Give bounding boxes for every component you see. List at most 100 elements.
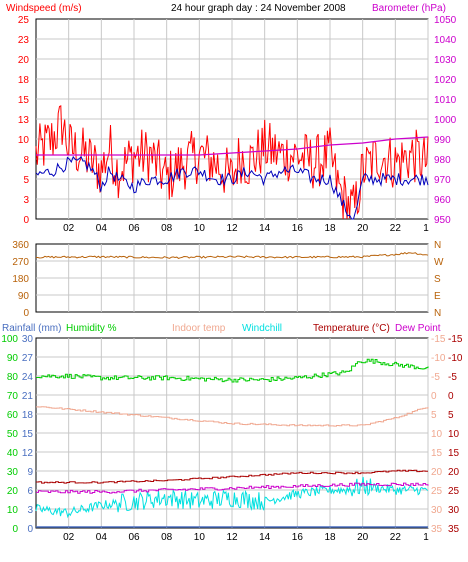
wind-y-tick: 23 (18, 35, 30, 46)
compass-tick: S (434, 274, 441, 285)
humidity-label: Humidity % (66, 323, 117, 334)
indoor-y-tick: 35 (431, 524, 443, 535)
temp-x-tick: 22 (390, 532, 402, 543)
temperature-y-tick: 35 (448, 524, 460, 535)
temperature-label: Temperature (°C) (313, 323, 390, 334)
wind-x-tick: 16 (292, 223, 304, 234)
rain-y-tick: 15 (22, 429, 34, 440)
temp-x-tick: 06 (128, 532, 140, 543)
temp-x-tick: 12 (226, 532, 238, 543)
humidity-y-tick: 40 (7, 448, 19, 459)
compass-tick: E (434, 291, 441, 302)
temperature-y-tick: 5 (448, 410, 454, 421)
indoor-y-tick: -10 (431, 353, 446, 364)
humidity-y-tick: 0 (12, 524, 18, 535)
barometer-y-tick: 1020 (434, 75, 457, 86)
temp-x-tick: 10 (194, 532, 206, 543)
wind-x-tick: 12 (226, 223, 238, 234)
temperature-y-tick: -10 (448, 353, 463, 364)
humidity-y-tick: 30 (7, 467, 19, 478)
temperature-humidity-panel: 0102030405060708090100036912151821242730… (1, 334, 463, 543)
gust-line (35, 105, 429, 220)
temperature-y-tick: 25 (448, 486, 460, 497)
dewpoint-label: Dew Point (395, 323, 441, 334)
indoor-y-tick: 25 (431, 486, 443, 497)
rain-y-tick: 30 (22, 334, 34, 345)
temp-x-tick: 14 (259, 532, 271, 543)
average-wind-line (35, 155, 429, 220)
wind-y-tick: 20 (18, 55, 30, 66)
humidity-y-tick: 10 (7, 505, 19, 516)
wind-x-tick: 10 (194, 223, 206, 234)
barometer-y-tick: 960 (434, 195, 451, 206)
rain-y-tick: 0 (27, 524, 33, 535)
barometer-y-tick: 1030 (434, 55, 457, 66)
direction-y-tick: 0 (23, 308, 29, 319)
wind-y-tick: 5 (23, 175, 29, 186)
wind-x-tick: 04 (96, 223, 108, 234)
compass-tick: N (434, 240, 441, 251)
temperature-y-tick: 15 (448, 448, 460, 459)
direction-y-tick: 360 (12, 240, 29, 251)
wind-barometer-panel: 0358101315182023259509609709809901000101… (18, 15, 457, 234)
indoor-y-tick: 0 (431, 391, 437, 402)
barometer-y-tick: 950 (434, 215, 451, 226)
wind-y-tick: 8 (23, 155, 29, 166)
rain-y-tick: 18 (22, 410, 34, 421)
temperature-y-tick: -5 (448, 372, 457, 383)
indoor-temp-line (36, 406, 429, 427)
wind-x-tick: 02 (63, 223, 75, 234)
barometer-y-tick: 1040 (434, 35, 457, 46)
temperature-y-tick: 0 (448, 391, 454, 402)
rainfall-label: Rainfall (mm) (2, 323, 61, 334)
direction-y-tick: 180 (12, 274, 29, 285)
humidity-y-tick: 60 (7, 410, 19, 421)
temp-x-tick: 1 (423, 532, 429, 543)
temp-x-tick: 16 (292, 532, 304, 543)
humidity-line (36, 358, 429, 383)
indoor-y-tick: 5 (431, 410, 437, 421)
dewpoint-line (36, 482, 429, 494)
wind-x-tick: 18 (324, 223, 336, 234)
wind-left-label: Windspeed (m/s) (6, 3, 82, 14)
rain-y-tick: 24 (22, 372, 34, 383)
barometer-y-tick: 1010 (434, 95, 457, 106)
indoor-y-tick: 15 (431, 448, 443, 459)
temp-x-tick: 18 (324, 532, 336, 543)
barometer-y-tick: 970 (434, 175, 451, 186)
barometer-y-tick: 1050 (434, 15, 457, 26)
barometer-y-tick: 990 (434, 135, 451, 146)
humidity-y-tick: 100 (1, 334, 18, 345)
chart-title: 24 hour graph day : 24 November 2008 (171, 3, 346, 14)
humidity-y-tick: 80 (7, 372, 19, 383)
compass-tick: W (434, 257, 444, 268)
indoor-y-tick: 30 (431, 505, 443, 516)
humidity-y-tick: 70 (7, 391, 19, 402)
barometer-y-tick: 980 (434, 155, 451, 166)
rain-y-tick: 9 (27, 467, 33, 478)
rain-y-tick: 21 (22, 391, 34, 402)
wind-y-tick: 0 (23, 215, 29, 226)
temp-x-tick: 20 (357, 532, 369, 543)
direction-line (36, 251, 429, 259)
rain-y-tick: 6 (27, 486, 33, 497)
barometer-y-tick: 1000 (434, 115, 457, 126)
temperature-line (36, 469, 428, 484)
wind-y-tick: 18 (18, 75, 30, 86)
barometer-line (36, 136, 429, 156)
rain-y-tick: 27 (22, 353, 34, 364)
wind-x-tick: 14 (259, 223, 271, 234)
windchill-line (35, 476, 429, 519)
temperature-y-tick: 30 (448, 505, 460, 516)
rain-y-tick: 12 (22, 448, 34, 459)
temp-x-tick: 02 (63, 532, 75, 543)
temp-x-tick: 08 (161, 532, 173, 543)
wind-y-tick: 13 (18, 115, 30, 126)
indoor-y-tick: -15 (431, 334, 446, 345)
indoor-y-tick: 10 (431, 429, 443, 440)
temperature-y-tick: -15 (448, 334, 463, 345)
wind-x-tick: 20 (357, 223, 369, 234)
